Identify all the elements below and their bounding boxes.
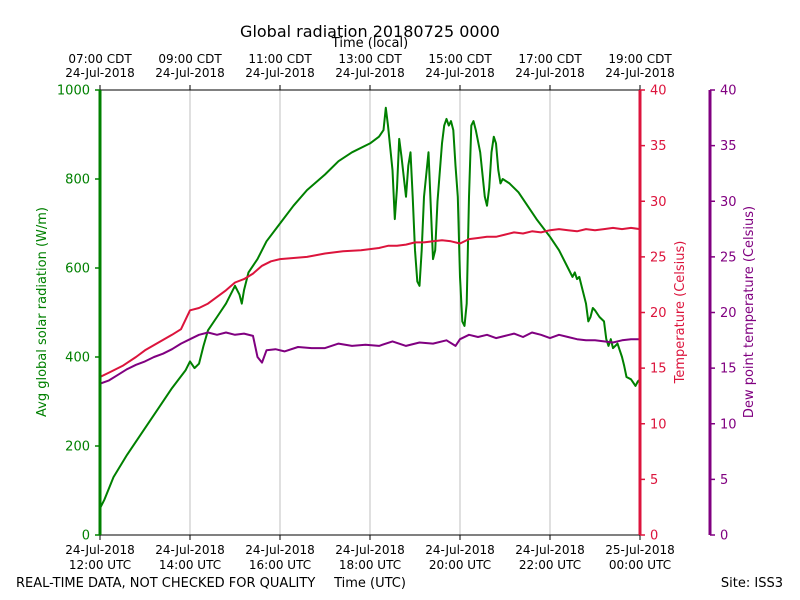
dewpoint-tick-label: 35 [720, 139, 737, 154]
radiation-tick-label: 1000 [57, 84, 90, 99]
radiation-tick-label: 600 [65, 262, 90, 277]
temperature-tick-label: 30 [650, 195, 667, 210]
dewpoint-tick-label: 30 [720, 195, 737, 210]
bottom-tick-label: 24-Jul-2018 [425, 543, 495, 557]
bottom-tick-label: 14:00 UTC [159, 558, 221, 572]
temperature-tick-label: 40 [650, 84, 667, 99]
bottom-tick-label: 12:00 UTC [69, 558, 131, 572]
x-axis-label: Time (UTC) [333, 576, 406, 591]
radiation-axis-label: Avg global solar radiation (W/m) [35, 207, 50, 417]
radiation-tick-label: 800 [65, 173, 90, 188]
top-tick-label: 09:00 CDT [158, 52, 222, 66]
bottom-tick-label: 22:00 UTC [519, 558, 581, 572]
top-tick-label: 19:00 CDT [608, 52, 672, 66]
dewpoint-tick-label: 40 [720, 84, 737, 99]
x-gridlines [99, 90, 641, 535]
dewpoint-tick-label: 15 [720, 362, 737, 377]
top-tick-label: 24-Jul-2018 [425, 66, 495, 80]
dewpoint-axis-label: Dew point temperature (Celsius) [742, 206, 757, 418]
temperature-tick-label: 5 [650, 473, 658, 488]
top-tick-label: 24-Jul-2018 [335, 66, 405, 80]
bottom-tick-label: 24-Jul-2018 [515, 543, 585, 557]
dewpoint-tick-label: 0 [720, 529, 728, 544]
series-line-dewpoint [100, 331, 640, 385]
radiation-tick-label: 400 [65, 351, 90, 366]
temperature-tick-label: 25 [650, 250, 667, 265]
bottom-tick-label: 20:00 UTC [429, 558, 491, 572]
bottom-tick-label: 24-Jul-2018 [335, 543, 405, 557]
top-tick-label: 11:00 CDT [248, 52, 312, 66]
temperature-tick-label: 0 [650, 529, 658, 544]
radiation-tick-label: 200 [65, 440, 90, 455]
top-tick-label: 24-Jul-2018 [155, 66, 225, 80]
bottom-tick-label: 24-Jul-2018 [155, 543, 225, 557]
bottom-tick-label: 16:00 UTC [249, 558, 311, 572]
top-tick-label: 15:00 CDT [428, 52, 492, 66]
top-tick-label: 07:00 CDT [68, 52, 132, 66]
top-tick-label: 24-Jul-2018 [605, 66, 675, 80]
temperature-tick-label: 35 [650, 139, 667, 154]
series-line-temperature [100, 226, 640, 378]
chart-series [100, 106, 640, 509]
radiation-tick-label: 0 [82, 529, 90, 544]
temperature-tick-label: 15 [650, 362, 667, 377]
dewpoint-tick-label: 5 [720, 473, 728, 488]
bottom-tick-label: 24-Jul-2018 [65, 543, 135, 557]
temperature-tick-label: 10 [650, 417, 667, 432]
series-line-radiation [100, 106, 640, 509]
bottom-tick-label: 00:00 UTC [609, 558, 671, 572]
quality-disclaimer: REAL-TIME DATA, NOT CHECKED FOR QUALITY [16, 576, 315, 591]
top-tick-label: 24-Jul-2018 [65, 66, 135, 80]
top-tick-label: 17:00 CDT [518, 52, 582, 66]
top-axis-label: Time (local) [331, 36, 408, 51]
site-label: Site: ISS3 [721, 576, 783, 591]
top-tick-label: 24-Jul-2018 [515, 66, 585, 80]
top-tick-label: 13:00 CDT [338, 52, 402, 66]
bottom-tick-label: 25-Jul-2018 [605, 543, 675, 557]
top-tick-label: 24-Jul-2018 [245, 66, 315, 80]
temperature-tick-label: 20 [650, 306, 667, 321]
temperature-axis-label: Temperature (Celsius) [673, 241, 688, 385]
bottom-tick-label: 18:00 UTC [339, 558, 401, 572]
chart-title: Global radiation 20180725 0000 [240, 22, 500, 41]
dewpoint-tick-label: 20 [720, 306, 737, 321]
dewpoint-tick-label: 25 [720, 250, 737, 265]
bottom-tick-label: 24-Jul-2018 [245, 543, 315, 557]
dewpoint-tick-label: 10 [720, 417, 737, 432]
